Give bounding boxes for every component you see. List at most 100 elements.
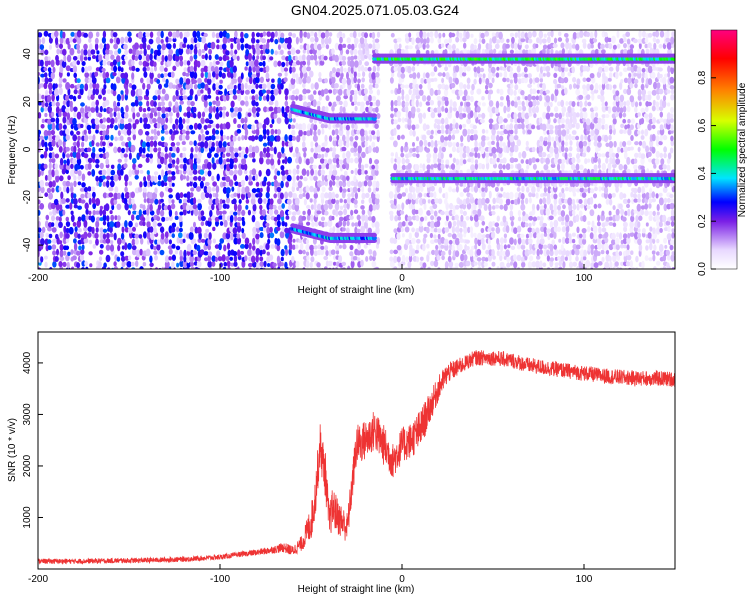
spectrogram-cell — [186, 175, 190, 182]
spectrogram-cell — [338, 159, 344, 165]
spectrogram-cell — [503, 244, 507, 250]
spectrogram-cell — [558, 192, 563, 198]
spectrogram-cell — [248, 44, 252, 50]
spectrogram-cell — [357, 55, 361, 61]
spectrogram-cell — [292, 71, 296, 80]
spectrogram-cell — [419, 37, 424, 44]
spectrogram-cell — [334, 54, 339, 63]
spectrogram-cell — [222, 214, 226, 222]
spectrogram-cell — [430, 50, 435, 55]
spectrogram-cell — [581, 192, 587, 198]
spectrogram-cell — [179, 254, 183, 262]
spectrogram-cell — [292, 33, 297, 38]
spectrogram-cell — [597, 94, 602, 100]
spectrogram-cell — [160, 180, 165, 188]
spectrogram-cell — [605, 198, 610, 205]
spectrogram-cell — [66, 186, 70, 194]
spectrogram-cell — [444, 84, 449, 91]
spectrogram-cell — [106, 117, 111, 123]
spectrogram-cell — [324, 37, 329, 45]
spectrogram-cell — [535, 192, 539, 199]
spectrogram-cell — [531, 124, 536, 130]
spectrogram-cell — [178, 227, 183, 233]
spectrogram-cell — [251, 168, 257, 176]
spectrogram-cell — [276, 117, 282, 124]
spectrogram-cell — [285, 215, 290, 220]
spectrogram-cell — [79, 165, 84, 170]
spectrogram-cell — [109, 226, 113, 234]
spectrogram-cell — [251, 192, 257, 200]
spectrogram-cell — [397, 95, 401, 102]
spectrogram-cell — [587, 101, 592, 107]
spectrogram-cell — [582, 238, 587, 245]
spectrogram-cell — [318, 266, 322, 269]
spectrogram-cell — [165, 216, 170, 222]
spectrogram-cell — [178, 47, 184, 56]
spectrogram-cell — [436, 228, 442, 234]
spectrogram-cell — [160, 101, 166, 107]
spectrogram-cell — [361, 169, 365, 175]
spectrogram-cell — [323, 88, 329, 95]
spectrogram-cell — [163, 124, 168, 130]
spectrogram-cell — [317, 90, 322, 96]
spectrogram-cell — [174, 250, 179, 255]
spectrogram-cell — [284, 169, 290, 175]
spectrogram-cell — [477, 238, 482, 247]
spectrogram-cell — [124, 242, 128, 251]
spectrogram-cell — [482, 73, 486, 79]
spectrogram-cell — [160, 73, 165, 78]
spectrogram-cell — [137, 163, 143, 168]
spectrogram-cell — [73, 180, 77, 187]
spectrogram-cell — [125, 87, 129, 96]
spectrogram-cell — [218, 242, 222, 251]
spectrogram-cell — [174, 210, 178, 217]
spectrogram-cell — [211, 261, 216, 267]
spectrogram-cell — [347, 43, 352, 50]
spectrogram-cell — [495, 39, 501, 44]
spectrogram-cell — [51, 111, 55, 118]
spectrogram-cell — [256, 48, 261, 56]
spectrogram-cell — [58, 221, 63, 228]
spectrogram-cell — [255, 65, 261, 74]
spectrogram-cell — [520, 31, 526, 39]
spectrogram-cell — [637, 232, 642, 239]
spectrogram-cell — [268, 254, 274, 261]
spectrogram-cell — [630, 191, 634, 198]
spectrogram-cell — [181, 134, 186, 142]
spectrogram-cell — [605, 216, 610, 222]
spectrogram-cell — [459, 238, 465, 243]
spectrogram-cell — [477, 208, 482, 217]
spectrogram-cell — [266, 214, 271, 221]
spectrogram-cell — [210, 145, 216, 152]
spectrogram-cell — [47, 105, 52, 113]
spectrogram-cell — [61, 198, 67, 204]
spectrogram-cell — [99, 105, 103, 113]
spectrogram-cell — [251, 99, 256, 107]
spectrogram-cell — [465, 146, 470, 154]
spectrogram-cell — [116, 55, 121, 63]
spectrogram-cell — [105, 77, 111, 84]
spectrogram-cell — [575, 214, 580, 223]
spectrogram-cell — [261, 249, 266, 255]
spectrogram-cell — [176, 262, 180, 268]
spectrogram-cell — [167, 31, 173, 37]
spectrogram-cell — [477, 152, 481, 159]
spectrogram-cell — [491, 158, 497, 165]
spectrogram-cell — [154, 198, 159, 205]
spectrogram-cell — [109, 210, 113, 215]
spectrogram-cell — [565, 48, 569, 55]
spectrogram-cell — [622, 105, 627, 113]
spectrogram-cell — [245, 77, 250, 83]
spectrogram-cell — [145, 131, 150, 136]
spectrogram-cell — [78, 245, 82, 251]
spectrogram-cell — [193, 106, 197, 113]
spectrogram-cell — [207, 170, 212, 177]
spectrogram-cell — [65, 153, 71, 158]
spectrogram-cell — [423, 233, 428, 238]
spectrogram-cell — [598, 66, 603, 74]
spectrogram-cell — [127, 136, 131, 142]
spectrogram-cell — [390, 100, 394, 108]
spectrogram-cell — [145, 157, 150, 163]
spectrogram-cell — [305, 243, 311, 251]
spectrogram-cell — [539, 198, 543, 205]
